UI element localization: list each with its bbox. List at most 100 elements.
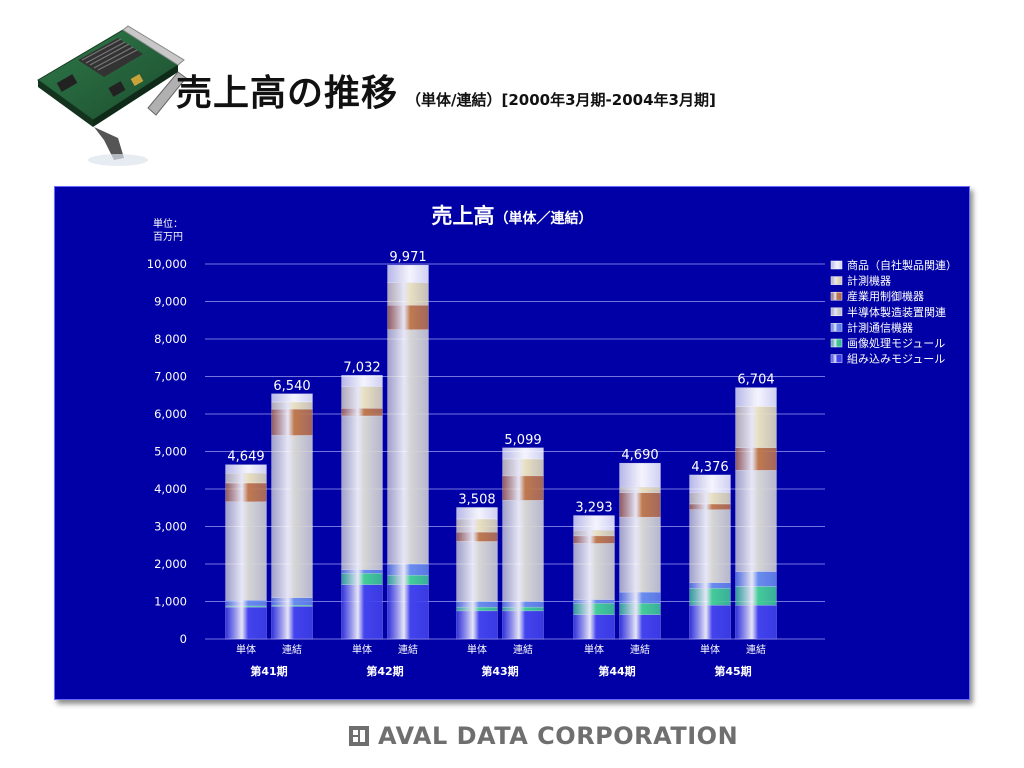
bar-segment-計測機器: [689, 492, 731, 505]
legend: 商品（自社製品関連） 計測機器産業用制御機器半導体製造装置関連計測通信機器画像処理…: [830, 258, 957, 366]
y-tick-label: 10,000: [147, 257, 187, 271]
legend-label: 計測機器: [847, 274, 891, 288]
group-label: 第41期: [250, 664, 287, 678]
bar-category-label: 単体: [467, 643, 487, 656]
bar-segment-計測通信機器: [502, 601, 544, 608]
circuit-board-image: [37, 25, 187, 166]
stacked-bar-chart: 売上高（単体／連結） 単位：百万円 0 1,000 2,000 3,000 4,000 5,0…: [147, 204, 957, 678]
bar-segment-計測機器: [341, 386, 383, 409]
group-label: 第42期: [366, 664, 403, 678]
bar-segment-産業用制御機器: [619, 492, 661, 518]
bars: [225, 264, 777, 640]
bar-segment-画像処理モジュール: [502, 606, 544, 612]
bar-segment-半導体製造装置関連: [271, 435, 313, 598]
bar-segment-組み込みモジュール: [619, 614, 661, 640]
bar-segment-計測機器: [387, 282, 429, 306]
legend-label: 産業用制御機器: [847, 289, 924, 303]
company-name: AVAL DATA CORPORATION: [378, 722, 739, 750]
bar-segment-画像処理モジュール: [735, 586, 777, 606]
bar-segment-計測機器: [225, 473, 267, 484]
bar-segment-画像処理モジュール: [387, 575, 429, 585]
bar-segment-計測通信機器: [689, 582, 731, 589]
bar-segment-産業用制御機器: [689, 503, 731, 510]
bar-segment-計測通信機器: [271, 597, 313, 606]
bar-segment-商品（自社製品関連）: [735, 387, 777, 407]
group-label: 第45期: [714, 664, 751, 678]
bar-total-label: 5,099: [504, 433, 541, 448]
legend-swatch: [830, 323, 843, 332]
legend-label: 半導体製造装置関連: [847, 305, 946, 319]
bar-第41期-連結: [271, 393, 313, 640]
company-logo: AVAL DATA CORPORATION: [348, 716, 748, 756]
bar-segment-半導体製造装置関連: [341, 415, 383, 570]
bar-segment-半導体製造装置関連: [735, 470, 777, 572]
bar-segment-組み込みモジュール: [341, 584, 383, 640]
bar-segment-画像処理モジュール: [619, 603, 661, 615]
bar-segment-半導体製造装置関連: [689, 509, 731, 583]
bar-category-label: 単体: [352, 643, 372, 656]
y-tick-label: 9,000: [154, 295, 187, 309]
legend-swatch: [830, 260, 843, 270]
y-tick-label: 3,000: [154, 520, 187, 534]
legend-swatch: [830, 307, 843, 317]
bar-segment-計測機器: [502, 458, 544, 477]
bar-category-label: 単体: [236, 643, 256, 656]
bar-第43期-単体: [456, 507, 498, 640]
bar-第45期-単体: [689, 474, 731, 640]
y-tick-label: 8,000: [154, 332, 187, 346]
bar-segment-計測通信機器: [573, 599, 615, 604]
slide-title: 売上高の推移 （単体/連結）[2000年3月期-2004年3月期]: [176, 64, 716, 116]
bar-第43期-連結: [502, 447, 544, 640]
chart-title-main: 売上高: [432, 204, 495, 228]
bar-segment-商品（自社製品関連）: [387, 264, 429, 283]
legend-swatch: [830, 276, 843, 285]
bar-segment-商品（自社製品関連）: [225, 464, 267, 474]
bar-第41期-単体: [225, 464, 267, 640]
bar-segment-組み込みモジュール: [502, 610, 544, 640]
bar-segment-商品（自社製品関連）: [689, 474, 731, 493]
bar-segment-産業用制御機器: [341, 408, 383, 417]
bar-segment-組み込みモジュール: [225, 606, 267, 640]
bar-segment-計測通信機器: [619, 591, 661, 604]
bar-第44期-単体: [573, 515, 615, 640]
y-tick-label: 7,000: [154, 370, 187, 384]
bar-segment-半導体製造装置関連: [573, 543, 615, 600]
bar-total-label: 9,971: [389, 250, 426, 265]
bar-segment-計測機器: [619, 486, 661, 493]
legend-swatch: [830, 354, 843, 363]
bar-segment-商品（自社製品関連）: [341, 375, 383, 387]
bar-segment-画像処理モジュール: [341, 573, 383, 585]
bar-category-label: 連結: [398, 643, 418, 656]
bar-segment-組み込みモジュール: [735, 605, 777, 640]
group-label: 第44期: [598, 664, 635, 678]
bar-segment-産業用制御機器: [573, 535, 615, 544]
bar-category-label: 単体: [584, 643, 604, 656]
bar-segment-産業用制御機器: [387, 305, 429, 330]
bar-第44期-連結: [619, 462, 661, 640]
y-tick-label: 2,000: [154, 557, 187, 571]
bar-segment-産業用制御機器: [271, 408, 313, 436]
bar-segment-半導体製造装置関連: [387, 329, 429, 565]
bar-segment-計測通信機器: [735, 571, 777, 587]
group-label: 第43期: [481, 664, 518, 678]
bar-segment-計測通信機器: [341, 569, 383, 574]
bar-segment-計測通信機器: [456, 601, 498, 608]
y-tick-label: 5,000: [154, 445, 187, 459]
bar-segment-商品（自社製品関連）: [502, 447, 544, 460]
chart-title: 売上高（単体／連結）: [432, 204, 593, 228]
legend-label: 計測通信機器: [847, 320, 913, 334]
bar-segment-組み込みモジュール: [387, 584, 429, 640]
unit-label: 単位：: [153, 217, 183, 230]
bar-category-label: 単体: [700, 643, 720, 656]
bar-category-label: 連結: [746, 643, 766, 656]
legend-swatch: [830, 338, 843, 348]
bar-segment-半導体製造装置関連: [456, 541, 498, 602]
legend-label: 画像処理モジュール: [847, 337, 945, 350]
bar-segment-商品（自社製品関連）: [619, 462, 661, 488]
bar-segment-計測機器: [573, 530, 615, 537]
legend-label: 商品（自社製品関連）: [847, 258, 957, 272]
bar-segment-計測機器: [735, 406, 777, 448]
company-logo-icon: [349, 726, 369, 746]
bar-category-label: 連結: [282, 643, 302, 656]
y-tick-label: 4,000: [154, 482, 187, 496]
